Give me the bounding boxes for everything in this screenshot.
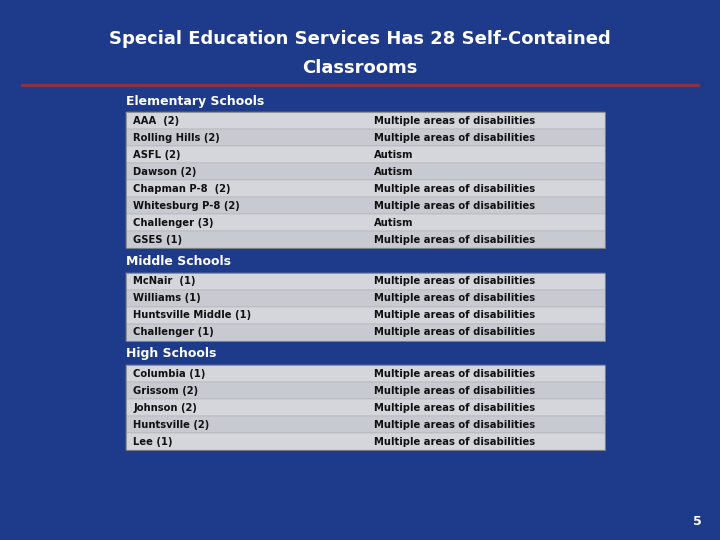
Bar: [126, 382, 605, 399]
Text: Multiple areas of disabilities: Multiple areas of disabilities: [374, 310, 536, 320]
Text: Autism: Autism: [374, 150, 414, 160]
Text: Multiple areas of disabilities: Multiple areas of disabilities: [374, 116, 536, 126]
Text: Grissom (2): Grissom (2): [133, 386, 198, 396]
Text: Challenger (3): Challenger (3): [133, 218, 214, 228]
Text: Lee (1): Lee (1): [133, 436, 173, 447]
Bar: [126, 214, 605, 232]
Text: Middle Schools: Middle Schools: [126, 255, 231, 268]
Text: AAA  (2): AAA (2): [133, 116, 179, 126]
Text: Multiple areas of disabilities: Multiple areas of disabilities: [374, 201, 536, 211]
Text: Dawson (2): Dawson (2): [133, 167, 197, 177]
Text: Multiple areas of disabilities: Multiple areas of disabilities: [374, 133, 536, 143]
Text: Multiple areas of disabilities: Multiple areas of disabilities: [374, 327, 536, 338]
Text: GSES (1): GSES (1): [133, 235, 182, 245]
Bar: [126, 180, 605, 197]
Bar: [126, 416, 605, 433]
Bar: [126, 197, 605, 214]
Text: Special Education Services Has 28 Self-Contained: Special Education Services Has 28 Self-C…: [109, 30, 611, 48]
Bar: [126, 112, 605, 248]
Text: Autism: Autism: [374, 167, 414, 177]
Text: Multiple areas of disabilities: Multiple areas of disabilities: [374, 386, 536, 396]
Bar: [126, 112, 605, 130]
Bar: [126, 399, 605, 416]
Text: Multiple areas of disabilities: Multiple areas of disabilities: [374, 368, 536, 379]
Bar: [126, 324, 605, 341]
Bar: [126, 365, 605, 382]
Text: Autism: Autism: [374, 218, 414, 228]
Text: Multiple areas of disabilities: Multiple areas of disabilities: [374, 235, 536, 245]
Text: Rolling Hills (2): Rolling Hills (2): [133, 133, 220, 143]
Text: Williams (1): Williams (1): [133, 293, 201, 303]
Bar: [126, 232, 605, 248]
Text: Multiple areas of disabilities: Multiple areas of disabilities: [374, 184, 536, 194]
Text: Multiple areas of disabilities: Multiple areas of disabilities: [374, 420, 536, 430]
Text: Elementary Schools: Elementary Schools: [126, 94, 264, 107]
Text: High Schools: High Schools: [126, 347, 217, 360]
Text: Challenger (1): Challenger (1): [133, 327, 214, 338]
Bar: [126, 146, 605, 164]
Text: Columbia (1): Columbia (1): [133, 368, 206, 379]
Text: Multiple areas of disabilities: Multiple areas of disabilities: [374, 293, 536, 303]
Text: Huntsville (2): Huntsville (2): [133, 420, 210, 430]
Text: Classrooms: Classrooms: [302, 59, 418, 77]
Bar: [126, 130, 605, 146]
Bar: [126, 433, 605, 450]
Text: Johnson (2): Johnson (2): [133, 402, 197, 413]
Text: Chapman P-8  (2): Chapman P-8 (2): [133, 184, 230, 194]
Bar: [126, 163, 605, 180]
Bar: [126, 273, 605, 341]
Text: ASFL (2): ASFL (2): [133, 150, 181, 160]
Text: Multiple areas of disabilities: Multiple areas of disabilities: [374, 276, 536, 286]
Text: Multiple areas of disabilities: Multiple areas of disabilities: [374, 436, 536, 447]
Text: Huntsville Middle (1): Huntsville Middle (1): [133, 310, 251, 320]
Text: 5: 5: [693, 515, 702, 528]
Bar: [126, 289, 605, 307]
Bar: [126, 273, 605, 289]
Text: Multiple areas of disabilities: Multiple areas of disabilities: [374, 402, 536, 413]
Text: McNair  (1): McNair (1): [133, 276, 196, 286]
Bar: [126, 365, 605, 450]
Text: Whitesburg P-8 (2): Whitesburg P-8 (2): [133, 201, 240, 211]
Bar: [126, 307, 605, 324]
